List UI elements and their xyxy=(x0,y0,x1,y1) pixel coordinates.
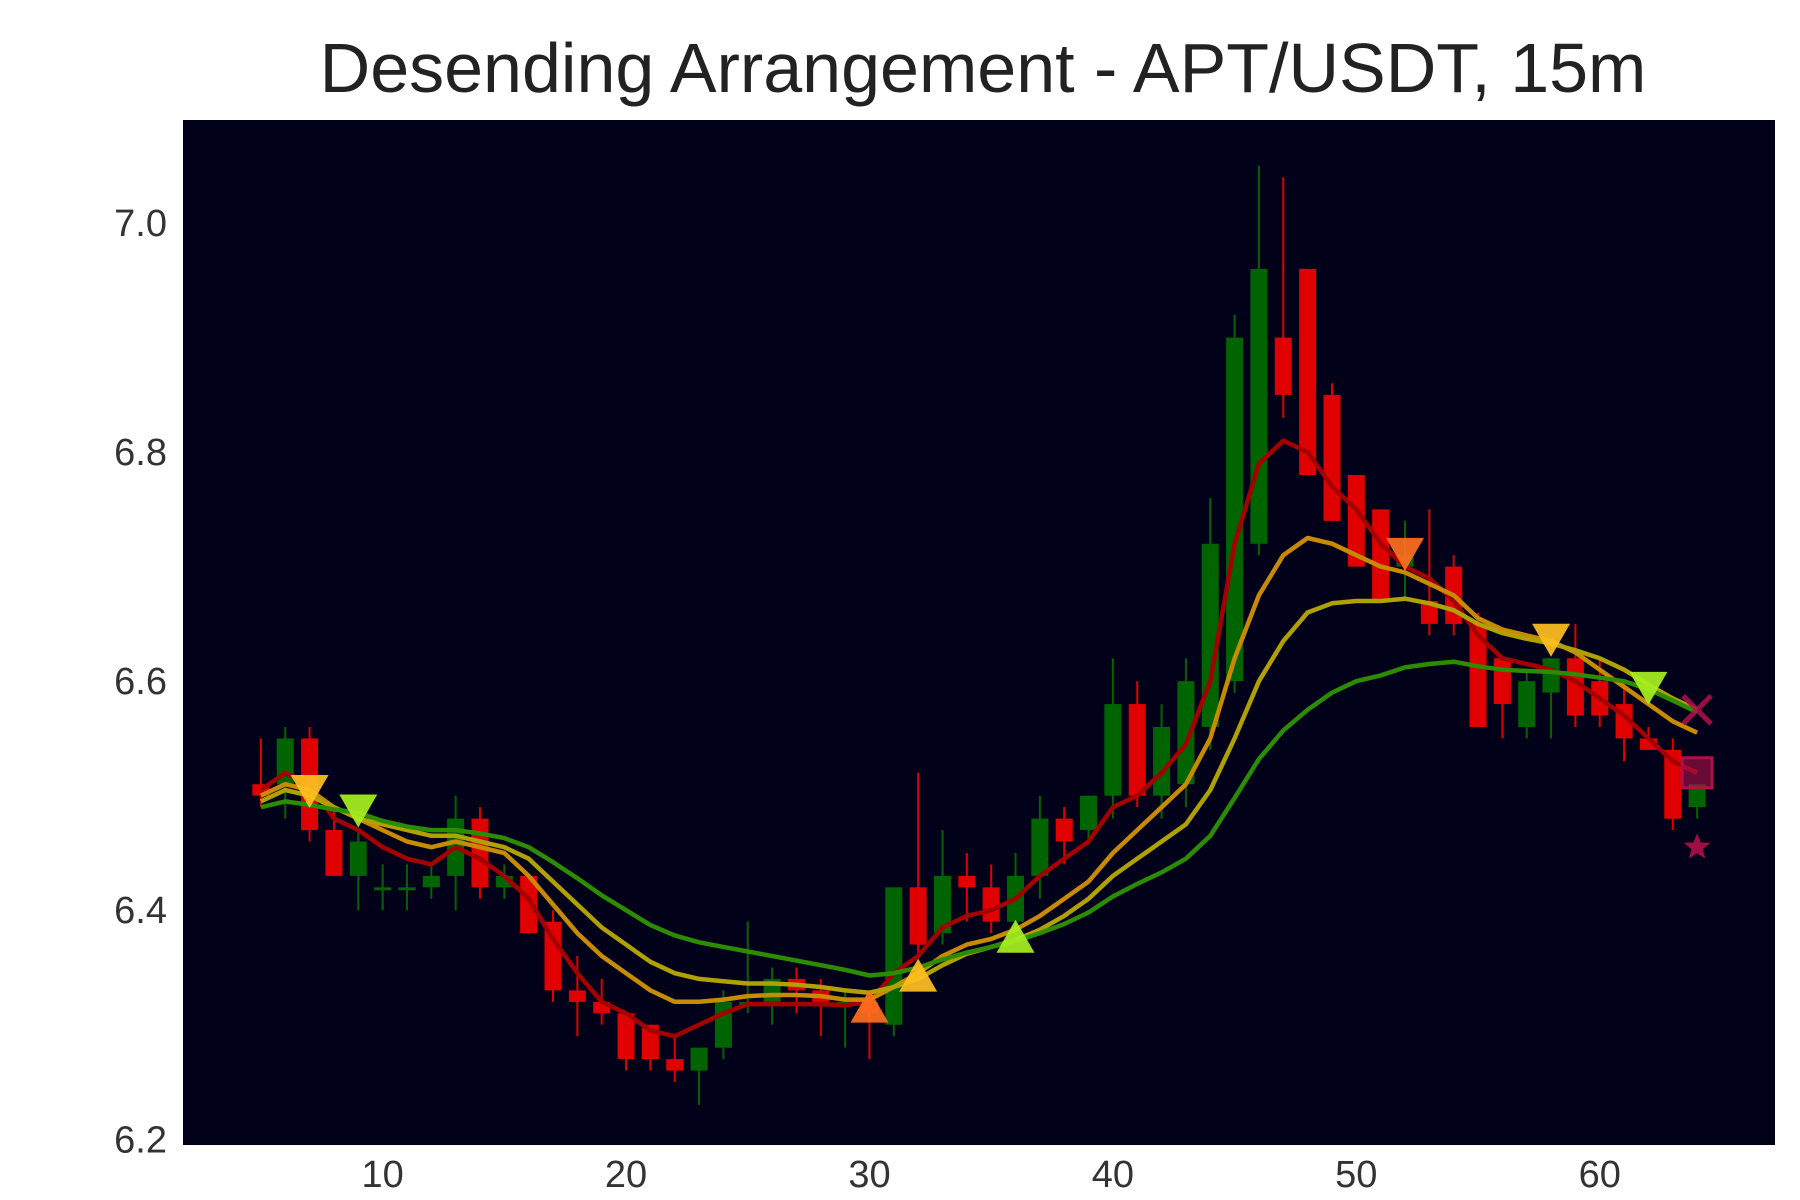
candle-body xyxy=(933,875,952,934)
candle-body xyxy=(1469,623,1487,727)
candle-body xyxy=(982,887,1000,922)
moving-average-lines xyxy=(259,438,1699,1039)
triangle-down-marker xyxy=(1532,623,1571,657)
candle-body xyxy=(1688,784,1706,808)
x-marker xyxy=(1681,694,1713,726)
candle-body xyxy=(1104,704,1122,796)
star-marker xyxy=(1683,833,1711,859)
y-tick-label: 6.4 xyxy=(114,890,167,932)
x-tick-label: 30 xyxy=(848,1154,890,1196)
candle-body xyxy=(398,887,416,891)
candle-body xyxy=(520,875,538,934)
candle-body xyxy=(349,841,367,876)
x-tick-label: 50 xyxy=(1335,1154,1377,1196)
candle-body xyxy=(1274,337,1292,395)
plot-area xyxy=(183,120,1775,1145)
candle-body xyxy=(1542,658,1560,693)
candle-body xyxy=(909,887,927,945)
candle-body xyxy=(1664,749,1682,819)
candle-body xyxy=(1323,394,1341,521)
signal-markers xyxy=(290,537,1714,1023)
candle-body xyxy=(1639,738,1657,750)
candle-body xyxy=(617,1013,635,1060)
candle-body xyxy=(666,1059,684,1071)
candle-body xyxy=(374,887,392,891)
triangle-up-marker xyxy=(996,919,1035,953)
x-tick-label: 60 xyxy=(1579,1154,1621,1196)
candle-body xyxy=(495,875,513,888)
candle-body xyxy=(1299,268,1317,476)
candle-body xyxy=(958,875,976,888)
candle-body xyxy=(690,1047,708,1071)
candle-body xyxy=(1518,681,1536,727)
ma-line-1 xyxy=(259,438,1699,1039)
triangle-down-marker xyxy=(1385,537,1424,571)
y-tick-label: 6.6 xyxy=(114,661,167,703)
candle-body xyxy=(1128,704,1146,796)
triangle-up-marker xyxy=(850,989,889,1023)
candle-body xyxy=(544,921,562,991)
candle-body xyxy=(1031,818,1049,876)
chart-title: Desending Arrangement - APT/USDT, 15m xyxy=(319,29,1647,107)
ma-line-4 xyxy=(260,659,1699,978)
y-tick-label: 6.8 xyxy=(114,432,167,474)
candle-body xyxy=(1055,818,1073,842)
candle-body xyxy=(1226,337,1244,682)
candle-body xyxy=(568,990,586,1002)
candle-body xyxy=(885,887,903,1025)
x-axis: 10 20 30 40 50 60 xyxy=(361,1154,1620,1196)
triangle-down-marker xyxy=(339,794,378,828)
y-tick-label: 6.2 xyxy=(114,1119,167,1161)
y-axis: 6.2 6.4 6.6 6.8 7.0 xyxy=(114,203,167,1161)
candle-body xyxy=(471,818,489,888)
candle-body xyxy=(422,875,440,888)
candle-body xyxy=(1250,268,1268,544)
candle-body xyxy=(1177,681,1195,785)
y-tick-label: 7.0 xyxy=(114,203,167,245)
candle-body xyxy=(593,1001,611,1014)
triangle-down-marker xyxy=(290,774,329,808)
triangle-down-marker xyxy=(1629,671,1668,705)
x-tick-label: 40 xyxy=(1092,1154,1134,1196)
candle-body xyxy=(1153,726,1171,796)
x-tick-label: 10 xyxy=(361,1154,403,1196)
candle-body xyxy=(1201,543,1219,727)
candle-body xyxy=(325,830,343,876)
candle-body xyxy=(1347,475,1365,567)
candle-body xyxy=(1372,509,1390,602)
candle-body xyxy=(1080,795,1098,831)
candle-body xyxy=(1493,658,1511,705)
square-marker xyxy=(1680,756,1714,790)
triangle-up-marker xyxy=(899,958,938,992)
ma-line-2 xyxy=(259,535,1699,1005)
x-tick-label: 20 xyxy=(605,1154,647,1196)
